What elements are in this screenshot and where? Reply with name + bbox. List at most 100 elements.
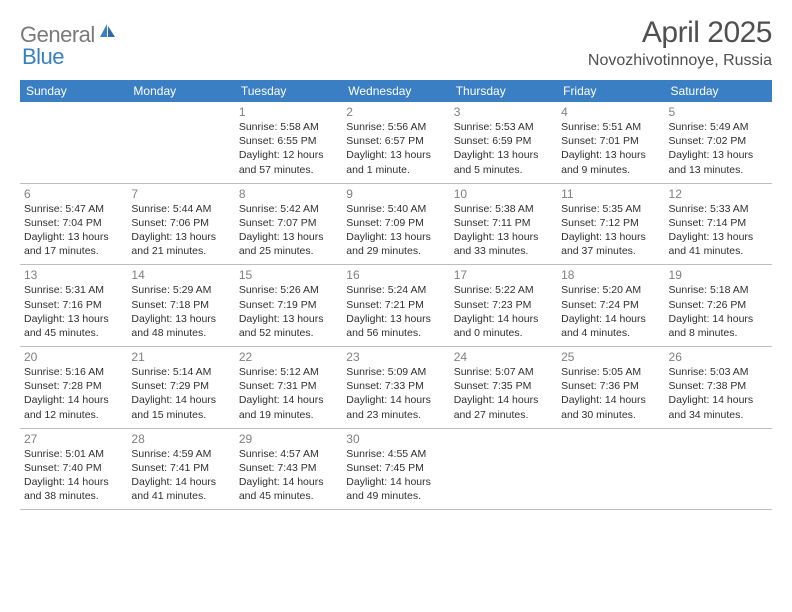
day-cell: 23Sunrise: 5:09 AMSunset: 7:33 PMDayligh… xyxy=(342,347,449,428)
day-cell-empty xyxy=(20,102,127,183)
day-cell-empty xyxy=(557,429,664,510)
calendar-grid: Sunday Monday Tuesday Wednesday Thursday… xyxy=(20,80,772,510)
dow-tuesday: Tuesday xyxy=(235,80,342,102)
day-dl2: and 19 minutes. xyxy=(239,408,338,422)
day-number: 11 xyxy=(561,187,660,201)
day-dl1: Daylight: 13 hours xyxy=(346,230,445,244)
day-number: 20 xyxy=(24,350,123,364)
day-sunrise: Sunrise: 5:53 AM xyxy=(454,120,553,134)
title-block: April 2025 Novozhivotinnoye, Russia xyxy=(588,16,772,70)
day-dl1: Daylight: 14 hours xyxy=(346,393,445,407)
day-dl2: and 57 minutes. xyxy=(239,163,338,177)
day-number: 1 xyxy=(239,105,338,119)
day-cell-empty xyxy=(665,429,772,510)
day-dl1: Daylight: 14 hours xyxy=(239,393,338,407)
day-dl2: and 27 minutes. xyxy=(454,408,553,422)
day-dl2: and 33 minutes. xyxy=(454,244,553,258)
day-number: 2 xyxy=(346,105,445,119)
day-dl1: Daylight: 14 hours xyxy=(239,475,338,489)
location-label: Novozhivotinnoye, Russia xyxy=(588,52,772,70)
day-dl1: Daylight: 13 hours xyxy=(346,148,445,162)
day-cell: 18Sunrise: 5:20 AMSunset: 7:24 PMDayligh… xyxy=(557,265,664,346)
days-of-week-row: Sunday Monday Tuesday Wednesday Thursday… xyxy=(20,80,772,102)
day-sunrise: Sunrise: 5:18 AM xyxy=(669,283,768,297)
day-sunrise: Sunrise: 5:29 AM xyxy=(131,283,230,297)
dow-monday: Monday xyxy=(127,80,234,102)
day-cell: 6Sunrise: 5:47 AMSunset: 7:04 PMDaylight… xyxy=(20,184,127,265)
day-number: 10 xyxy=(454,187,553,201)
day-number: 6 xyxy=(24,187,123,201)
day-number: 4 xyxy=(561,105,660,119)
day-number: 17 xyxy=(454,268,553,282)
day-sunset: Sunset: 7:35 PM xyxy=(454,379,553,393)
day-dl1: Daylight: 13 hours xyxy=(561,230,660,244)
day-cell: 7Sunrise: 5:44 AMSunset: 7:06 PMDaylight… xyxy=(127,184,234,265)
day-dl2: and 41 minutes. xyxy=(669,244,768,258)
day-cell: 27Sunrise: 5:01 AMSunset: 7:40 PMDayligh… xyxy=(20,429,127,510)
day-cell: 10Sunrise: 5:38 AMSunset: 7:11 PMDayligh… xyxy=(450,184,557,265)
day-cell: 5Sunrise: 5:49 AMSunset: 7:02 PMDaylight… xyxy=(665,102,772,183)
logo-sail-icon xyxy=(99,22,117,40)
day-dl1: Daylight: 14 hours xyxy=(669,312,768,326)
day-dl2: and 25 minutes. xyxy=(239,244,338,258)
day-sunset: Sunset: 7:43 PM xyxy=(239,461,338,475)
day-sunset: Sunset: 7:28 PM xyxy=(24,379,123,393)
day-dl2: and 38 minutes. xyxy=(24,489,123,503)
day-sunrise: Sunrise: 5:35 AM xyxy=(561,202,660,216)
day-dl1: Daylight: 13 hours xyxy=(561,148,660,162)
day-sunrise: Sunrise: 5:38 AM xyxy=(454,202,553,216)
day-dl1: Daylight: 14 hours xyxy=(24,393,123,407)
day-dl1: Daylight: 13 hours xyxy=(24,230,123,244)
day-sunset: Sunset: 7:19 PM xyxy=(239,298,338,312)
day-dl1: Daylight: 13 hours xyxy=(346,312,445,326)
day-number: 30 xyxy=(346,432,445,446)
day-number: 14 xyxy=(131,268,230,282)
day-dl2: and 12 minutes. xyxy=(24,408,123,422)
day-cell: 30Sunrise: 4:55 AMSunset: 7:45 PMDayligh… xyxy=(342,429,449,510)
day-number: 25 xyxy=(561,350,660,364)
day-dl2: and 30 minutes. xyxy=(561,408,660,422)
day-dl1: Daylight: 14 hours xyxy=(454,312,553,326)
day-sunrise: Sunrise: 5:42 AM xyxy=(239,202,338,216)
day-sunset: Sunset: 7:11 PM xyxy=(454,216,553,230)
day-dl2: and 13 minutes. xyxy=(669,163,768,177)
day-number: 26 xyxy=(669,350,768,364)
day-sunset: Sunset: 7:26 PM xyxy=(669,298,768,312)
day-sunrise: Sunrise: 5:05 AM xyxy=(561,365,660,379)
dow-wednesday: Wednesday xyxy=(342,80,449,102)
day-sunset: Sunset: 7:04 PM xyxy=(24,216,123,230)
day-cell: 13Sunrise: 5:31 AMSunset: 7:16 PMDayligh… xyxy=(20,265,127,346)
week-row: 20Sunrise: 5:16 AMSunset: 7:28 PMDayligh… xyxy=(20,347,772,429)
day-dl2: and 49 minutes. xyxy=(346,489,445,503)
day-number: 7 xyxy=(131,187,230,201)
day-dl1: Daylight: 13 hours xyxy=(131,312,230,326)
day-dl2: and 15 minutes. xyxy=(131,408,230,422)
day-cell-empty xyxy=(450,429,557,510)
day-dl1: Daylight: 12 hours xyxy=(239,148,338,162)
day-cell: 9Sunrise: 5:40 AMSunset: 7:09 PMDaylight… xyxy=(342,184,449,265)
day-sunset: Sunset: 7:09 PM xyxy=(346,216,445,230)
day-sunset: Sunset: 7:06 PM xyxy=(131,216,230,230)
day-number: 12 xyxy=(669,187,768,201)
day-cell: 16Sunrise: 5:24 AMSunset: 7:21 PMDayligh… xyxy=(342,265,449,346)
day-sunrise: Sunrise: 5:26 AM xyxy=(239,283,338,297)
day-cell: 29Sunrise: 4:57 AMSunset: 7:43 PMDayligh… xyxy=(235,429,342,510)
day-sunset: Sunset: 7:29 PM xyxy=(131,379,230,393)
day-cell: 4Sunrise: 5:51 AMSunset: 7:01 PMDaylight… xyxy=(557,102,664,183)
day-sunrise: Sunrise: 5:03 AM xyxy=(669,365,768,379)
day-sunrise: Sunrise: 5:09 AM xyxy=(346,365,445,379)
day-dl1: Daylight: 13 hours xyxy=(454,230,553,244)
day-cell: 28Sunrise: 4:59 AMSunset: 7:41 PMDayligh… xyxy=(127,429,234,510)
day-sunset: Sunset: 7:07 PM xyxy=(239,216,338,230)
day-dl2: and 8 minutes. xyxy=(669,326,768,340)
day-number: 28 xyxy=(131,432,230,446)
day-dl1: Daylight: 13 hours xyxy=(131,230,230,244)
day-dl1: Daylight: 14 hours xyxy=(669,393,768,407)
day-dl1: Daylight: 14 hours xyxy=(346,475,445,489)
day-dl2: and 37 minutes. xyxy=(561,244,660,258)
week-row: 13Sunrise: 5:31 AMSunset: 7:16 PMDayligh… xyxy=(20,265,772,347)
dow-thursday: Thursday xyxy=(450,80,557,102)
day-dl2: and 56 minutes. xyxy=(346,326,445,340)
logo-blue-text-wrap: Blue xyxy=(24,44,64,70)
day-cell: 25Sunrise: 5:05 AMSunset: 7:36 PMDayligh… xyxy=(557,347,664,428)
